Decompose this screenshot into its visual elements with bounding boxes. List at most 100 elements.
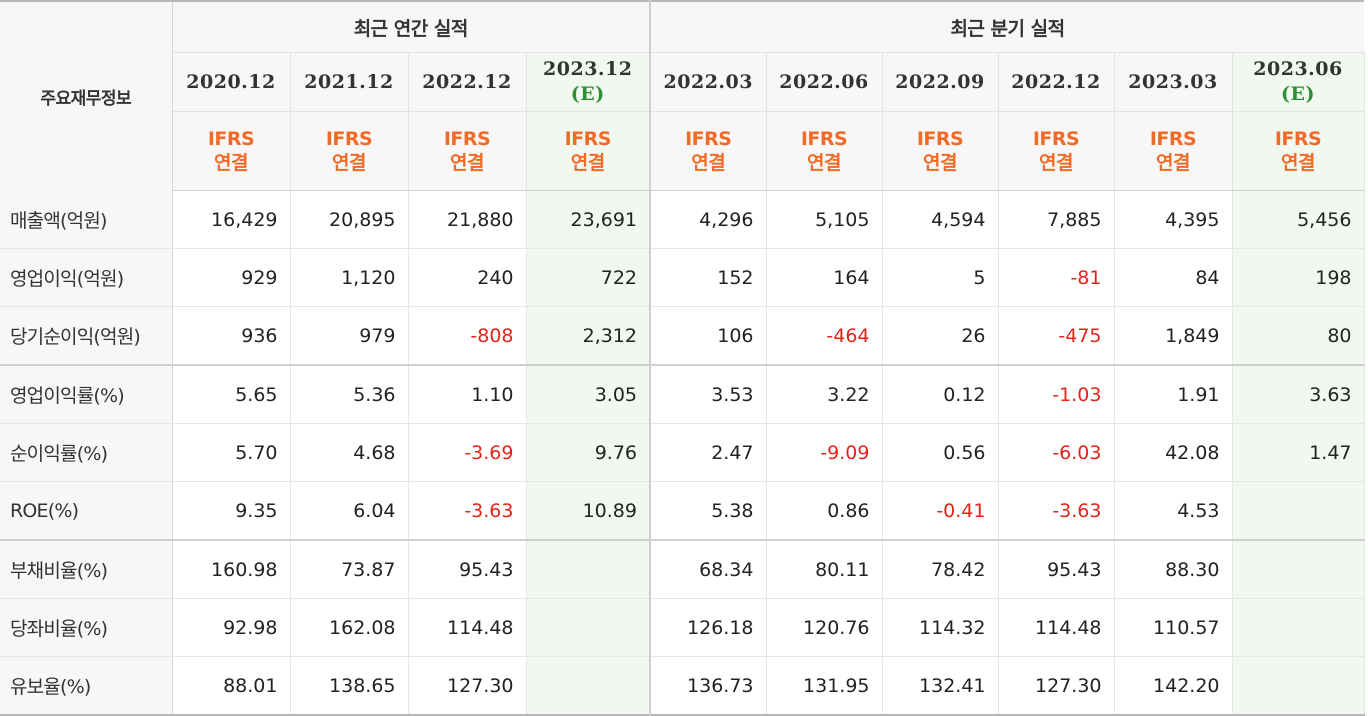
metric-value: 5.36 [290, 365, 409, 424]
metric-value: 936 [172, 306, 291, 366]
metric-value: 4.68 [290, 423, 409, 482]
accounting-basis-header: IFRS 연결 [408, 111, 527, 191]
metric-value: 110.57 [1114, 598, 1233, 657]
metric-value [1232, 481, 1365, 541]
metric-value [1232, 598, 1365, 657]
metric-value: 3.63 [1232, 365, 1365, 424]
metric-label: 유보율(%) [0, 656, 173, 716]
table-row: 당좌비율(%) 92.98 162.08 114.48 126.18 120.76 114.… [0, 598, 1365, 657]
estimate-marker: (E) [1281, 83, 1315, 105]
metric-value: 42.08 [1114, 423, 1233, 482]
metric-value: 3.22 [766, 365, 883, 424]
period-header: 2023.03 [1114, 52, 1233, 112]
table-row: 당기순이익(억원) 936 979 -808 2,312 106 -464 26 -475 1,8… [0, 306, 1365, 366]
table-row: 유보율(%) 88.01 138.65 127.30 136.73 131.95 132.4… [0, 656, 1365, 716]
metric-value: 5,456 [1232, 190, 1365, 249]
metric-value: 0.86 [766, 481, 883, 541]
basis-standard: IFRS [325, 128, 373, 150]
basis-scope: 연결 [807, 152, 841, 174]
metric-value: -0.41 [882, 481, 999, 541]
metric-value: -3.63 [998, 481, 1115, 541]
metric-value: 5.65 [172, 365, 291, 424]
period-header: 2022.03 [650, 52, 767, 112]
period-label: 2023.12 [543, 58, 633, 80]
period-label: 2022.06 [779, 70, 869, 93]
metric-value [526, 656, 651, 716]
basis-standard: IFRS [1149, 128, 1197, 150]
metric-value: 5.38 [650, 481, 767, 541]
metric-value: 26 [882, 306, 999, 366]
period-header: 2021.12 [290, 52, 409, 112]
metric-value: 132.41 [882, 656, 999, 716]
metric-value: 1,849 [1114, 306, 1233, 366]
period-header: 2022.09 [882, 52, 999, 112]
metric-value: 7,885 [998, 190, 1115, 249]
period-label: 2022.09 [895, 70, 985, 93]
metric-value: 88.01 [172, 656, 291, 716]
metric-value: 142.20 [1114, 656, 1233, 716]
metric-value: 160.98 [172, 540, 291, 599]
metric-value: 1,120 [290, 248, 409, 307]
metric-value: 3.53 [650, 365, 767, 424]
metric-value: 9.35 [172, 481, 291, 541]
basis-standard: IFRS [916, 128, 964, 150]
period-label: 2022.03 [663, 70, 753, 93]
accounting-basis-header: IFRS 연결 [650, 111, 767, 191]
table-row: ROE(%) 9.35 6.04 -3.63 10.89 5.38 0.86 -0.41 -3.… [0, 481, 1365, 541]
metric-value: 23,691 [526, 190, 651, 249]
metric-value: 2.47 [650, 423, 767, 482]
metric-value: 131.95 [766, 656, 883, 716]
period-label: 2023.06 [1253, 58, 1343, 80]
accounting-basis-header: IFRS 연결 [882, 111, 999, 191]
basis-scope: 연결 [214, 152, 248, 174]
metric-label: 매출액(억원) [0, 190, 173, 249]
basis-standard: IFRS [800, 128, 848, 150]
metric-value: 88.30 [1114, 540, 1233, 599]
basis-scope: 연결 [1156, 152, 1190, 174]
table-row: 영업이익(억원) 929 1,120 240 722 152 164 5 -81 84 198 [0, 248, 1365, 307]
metric-value: 20,895 [290, 190, 409, 249]
metric-value: 127.30 [408, 656, 527, 716]
metric-label: 영업이익(억원) [0, 248, 173, 307]
metric-value: 136.73 [650, 656, 767, 716]
accounting-basis-header: IFRS 연결 [172, 111, 291, 191]
basis-standard: IFRS [685, 128, 732, 150]
basis-standard: IFRS [1274, 128, 1322, 150]
metric-value: 9.76 [526, 423, 651, 482]
basis-scope: 연결 [332, 152, 366, 174]
metric-value: 84 [1114, 248, 1233, 307]
accounting-basis-row: IFRS 연결 IFRS 연결 IFRS 연결 IFRS 연결 IFRS 연결 IFRS 연결 IFRS… [0, 111, 1365, 191]
metric-value: -6.03 [998, 423, 1115, 482]
estimate-marker: (E) [570, 83, 605, 105]
metric-value: 127.30 [998, 656, 1115, 716]
metric-label: ROE(%) [0, 481, 173, 541]
period-header: 2023.12 (E) [526, 52, 651, 112]
metric-value: 152 [650, 248, 767, 307]
table-row: 부채비율(%) 160.98 73.87 95.43 68.34 80.11 78.42 95… [0, 540, 1365, 599]
period-label: 2022.12 [1011, 70, 1101, 93]
metric-value [526, 540, 651, 599]
metric-label: 당기순이익(억원) [0, 306, 173, 366]
metric-value: 979 [290, 306, 409, 366]
metric-value: 114.32 [882, 598, 999, 657]
metric-value: -81 [998, 248, 1115, 307]
metric-value: 10.89 [526, 481, 651, 541]
basis-standard: IFRS [207, 128, 255, 150]
table-row: 영업이익률(%) 5.65 5.36 1.10 3.05 3.53 3.22 0.12 -1.0… [0, 365, 1365, 424]
metric-value: 722 [526, 248, 651, 307]
metric-value: 138.65 [290, 656, 409, 716]
metric-value: 73.87 [290, 540, 409, 599]
metric-value: -475 [998, 306, 1115, 366]
accounting-basis-header: IFRS 연결 [290, 111, 409, 191]
metric-value: 1.47 [1232, 423, 1365, 482]
metric-value: 95.43 [408, 540, 527, 599]
metric-value: 4.53 [1114, 481, 1233, 541]
period-header-row: 2020.12 2021.12 2022.12 2023.12 (E) 2022.03 20… [0, 52, 1365, 112]
period-header: 2022.06 [766, 52, 883, 112]
metric-value: 80 [1232, 306, 1365, 366]
metric-value: 164 [766, 248, 883, 307]
basis-scope: 연결 [691, 152, 726, 174]
basis-standard: IFRS [1032, 128, 1080, 150]
table-row: 순이익률(%) 5.70 4.68 -3.69 9.76 2.47 -9.09 0.56 -6.… [0, 423, 1365, 482]
